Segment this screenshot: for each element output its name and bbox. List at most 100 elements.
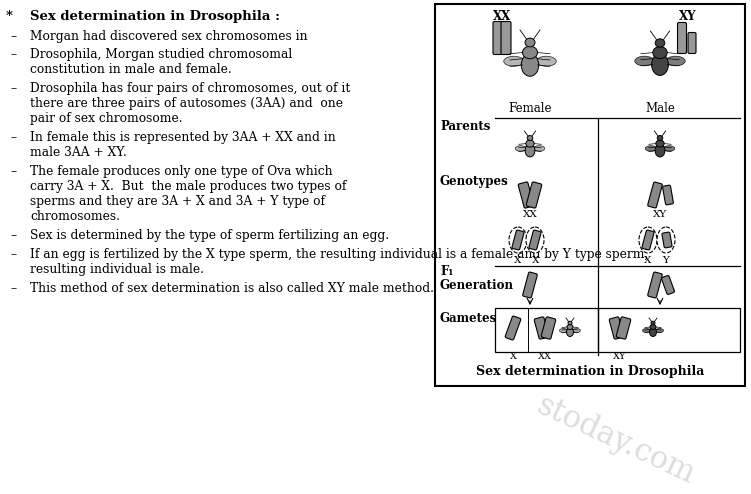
Text: –: – — [10, 48, 16, 61]
FancyBboxPatch shape — [647, 182, 662, 208]
FancyBboxPatch shape — [493, 22, 503, 54]
Ellipse shape — [653, 46, 667, 59]
Text: X: X — [644, 256, 652, 265]
Text: chromosomes.: chromosomes. — [30, 210, 120, 223]
Text: The female produces only one type of Ova which: The female produces only one type of Ova… — [30, 165, 333, 178]
Ellipse shape — [504, 56, 523, 66]
Ellipse shape — [572, 329, 581, 332]
Ellipse shape — [523, 46, 538, 59]
Text: Generation: Generation — [440, 279, 514, 292]
Ellipse shape — [666, 56, 685, 66]
Text: If an egg is fertilized by the X type sperm, the resulting individual is a femal: If an egg is fertilized by the X type sp… — [30, 248, 648, 261]
Text: XX: XX — [523, 210, 538, 219]
FancyBboxPatch shape — [642, 230, 654, 250]
Text: Drosophila, Morgan studied chromosomal: Drosophila, Morgan studied chromosomal — [30, 48, 292, 61]
Text: Sex is determined by the type of sperm fertilizing an egg.: Sex is determined by the type of sperm f… — [30, 229, 389, 242]
Ellipse shape — [525, 38, 535, 47]
Ellipse shape — [657, 135, 663, 140]
FancyBboxPatch shape — [662, 276, 674, 294]
FancyBboxPatch shape — [523, 272, 537, 298]
Text: –: – — [10, 165, 16, 178]
Ellipse shape — [536, 56, 556, 66]
Text: In female this is represented by 3AA + XX and in: In female this is represented by 3AA + X… — [30, 131, 336, 144]
Bar — [435, 4, 745, 386]
FancyBboxPatch shape — [677, 23, 686, 53]
Ellipse shape — [656, 140, 664, 147]
Text: there are three pairs of autosomes (3AA) and  one: there are three pairs of autosomes (3AA)… — [30, 97, 343, 110]
Text: Female: Female — [508, 102, 552, 115]
FancyBboxPatch shape — [662, 232, 672, 248]
Ellipse shape — [650, 328, 656, 336]
Ellipse shape — [566, 328, 574, 336]
Ellipse shape — [515, 146, 526, 151]
Ellipse shape — [639, 227, 657, 253]
FancyBboxPatch shape — [529, 230, 541, 250]
FancyBboxPatch shape — [617, 317, 631, 339]
Ellipse shape — [521, 54, 538, 76]
Ellipse shape — [567, 325, 573, 329]
Ellipse shape — [650, 325, 656, 329]
Text: Sex determination in Drosophila: Sex determination in Drosophila — [476, 365, 704, 378]
Text: XY: XY — [653, 210, 667, 219]
FancyBboxPatch shape — [662, 185, 674, 205]
Text: resulting individual is male.: resulting individual is male. — [30, 263, 204, 276]
Ellipse shape — [643, 329, 650, 332]
Ellipse shape — [526, 140, 534, 147]
Text: XX: XX — [538, 352, 552, 361]
Text: –: – — [10, 229, 16, 242]
Text: X: X — [509, 352, 517, 361]
Text: XY: XY — [614, 352, 627, 361]
Text: X: X — [532, 256, 540, 265]
Ellipse shape — [526, 227, 544, 253]
Bar — [495, 308, 740, 352]
Text: –: – — [10, 82, 16, 95]
Ellipse shape — [635, 56, 654, 66]
Text: *: * — [6, 10, 13, 23]
Text: stoday.com: stoday.com — [531, 390, 699, 490]
Text: sperms and they are 3A + X and 3A + Y type of: sperms and they are 3A + X and 3A + Y ty… — [30, 195, 325, 208]
FancyBboxPatch shape — [647, 272, 662, 298]
Text: male 3AA + XY.: male 3AA + XY. — [30, 146, 127, 159]
Text: Drosophila has four pairs of chromosomes, out of it: Drosophila has four pairs of chromosomes… — [30, 82, 351, 95]
Ellipse shape — [533, 146, 544, 151]
Text: Y: Y — [662, 256, 669, 265]
Text: Male: Male — [645, 102, 675, 115]
Text: X: X — [514, 256, 522, 265]
Text: –: – — [10, 30, 16, 43]
FancyBboxPatch shape — [505, 316, 520, 340]
Ellipse shape — [657, 227, 675, 253]
Text: Genotypes: Genotypes — [440, 175, 508, 188]
Text: Sex determination in Drosophila :: Sex determination in Drosophila : — [30, 10, 280, 23]
FancyBboxPatch shape — [609, 317, 624, 339]
Ellipse shape — [559, 329, 568, 332]
Text: This method of sex determination is also called XY male method.: This method of sex determination is also… — [30, 282, 434, 295]
FancyBboxPatch shape — [526, 182, 541, 208]
Text: XY: XY — [679, 10, 697, 23]
Text: –: – — [10, 248, 16, 261]
Ellipse shape — [655, 144, 665, 157]
FancyBboxPatch shape — [501, 22, 511, 54]
Ellipse shape — [655, 39, 665, 47]
Ellipse shape — [645, 146, 656, 151]
FancyBboxPatch shape — [688, 33, 696, 53]
Text: Gametes: Gametes — [440, 312, 497, 325]
Ellipse shape — [656, 329, 663, 332]
Ellipse shape — [568, 321, 572, 325]
Ellipse shape — [509, 227, 527, 253]
Text: F₁: F₁ — [440, 265, 454, 278]
Text: carry 3A + X.  But  the male produces two types of: carry 3A + X. But the male produces two … — [30, 180, 346, 193]
FancyBboxPatch shape — [534, 317, 549, 339]
FancyBboxPatch shape — [518, 182, 534, 208]
Ellipse shape — [525, 144, 535, 157]
Ellipse shape — [652, 54, 668, 76]
Ellipse shape — [663, 146, 674, 151]
Text: XX: XX — [493, 10, 511, 23]
Text: Morgan had discovered sex chromosomes in: Morgan had discovered sex chromosomes in — [30, 30, 308, 43]
FancyBboxPatch shape — [541, 317, 556, 339]
Text: pair of sex chromosome.: pair of sex chromosome. — [30, 112, 182, 125]
Text: constitution in male and female.: constitution in male and female. — [30, 63, 232, 76]
FancyBboxPatch shape — [512, 230, 524, 250]
Ellipse shape — [527, 135, 532, 140]
Text: Parents: Parents — [440, 120, 490, 133]
Ellipse shape — [651, 321, 655, 325]
